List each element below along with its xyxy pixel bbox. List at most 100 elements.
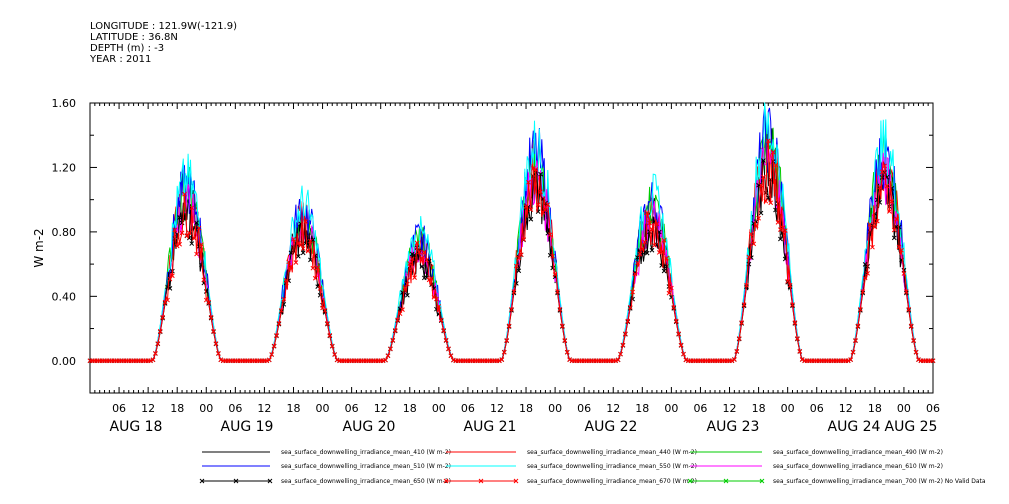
series-lines	[87, 102, 936, 364]
series-marker-7	[887, 209, 892, 214]
series-marker-7	[916, 357, 921, 362]
series-marker-7	[170, 273, 175, 279]
series-marker-7	[274, 333, 279, 338]
series-marker-7	[746, 254, 752, 260]
series-line-6	[90, 158, 933, 362]
series-marker-7	[659, 249, 665, 255]
series-marker-7	[279, 308, 284, 313]
series-marker-7	[295, 241, 301, 246]
x-tick-label: 06	[345, 402, 359, 415]
series-marker-7	[899, 247, 904, 253]
series-line-5	[90, 146, 933, 362]
x-tick-label: 00	[432, 402, 446, 415]
series-marker-7	[676, 331, 682, 337]
y-tick-label: 1.20	[52, 161, 77, 174]
series-marker-7	[431, 294, 437, 300]
series-marker-7	[547, 232, 553, 237]
series-marker-7	[286, 259, 291, 265]
legend-marker-7	[513, 478, 519, 484]
series-marker-7	[765, 138, 771, 144]
series-marker-7	[736, 336, 742, 341]
series-marker-7	[206, 299, 212, 305]
x-tick-label: 00	[548, 402, 562, 415]
series-marker-7	[560, 323, 565, 329]
series-marker-7	[395, 317, 401, 323]
series-marker-7	[877, 184, 883, 190]
x-tick-label: 06	[228, 402, 242, 415]
x-tick-label: 00	[664, 402, 678, 415]
series-marker-7	[751, 241, 757, 247]
series-marker-7	[768, 200, 774, 206]
series-marker-6	[538, 171, 543, 177]
series-marker-7	[388, 346, 393, 352]
series-marker-7	[329, 343, 335, 349]
series-marker-7	[448, 353, 454, 358]
series-marker-7	[792, 320, 798, 326]
series-marker-7	[872, 224, 878, 230]
series-marker-7	[426, 277, 432, 283]
legend-marker-6	[233, 478, 239, 484]
series-marker-7	[649, 227, 655, 232]
x-tick-label: 18	[868, 402, 882, 415]
series-marker-7	[400, 307, 405, 312]
series-marker-7	[794, 336, 800, 341]
series-marker-6	[761, 158, 766, 163]
series-marker-7	[213, 341, 219, 346]
series-marker-7	[903, 289, 909, 294]
series-marker-7	[848, 357, 853, 362]
series-marker-7	[179, 230, 185, 236]
series-marker-7	[681, 351, 686, 357]
series-marker-7	[196, 225, 202, 231]
series-marker-7	[305, 248, 311, 254]
series-marker-7	[424, 257, 430, 263]
series-line-2	[90, 119, 933, 362]
series-marker-7	[150, 357, 156, 363]
series-marker-7	[853, 338, 858, 343]
series-line-7	[90, 140, 933, 362]
series-marker-7	[555, 289, 560, 294]
series-marker-7	[443, 337, 449, 343]
series-marker-7	[770, 149, 776, 155]
series-line-1	[90, 136, 933, 362]
series-marker-7	[201, 277, 207, 283]
legend-label-3: sea_surface_downwelling_irradiance_mean_…	[281, 463, 451, 470]
series-marker-7	[269, 352, 275, 357]
series-marker-7	[501, 349, 507, 355]
x-day-label: AUG 24	[828, 419, 881, 435]
series-marker-7	[860, 289, 866, 294]
series-marker-7	[266, 357, 272, 363]
series-marker-7	[891, 227, 897, 233]
series-marker-7	[208, 314, 214, 320]
series-marker-7	[664, 255, 669, 261]
series-marker-7	[739, 320, 744, 326]
plot-metadata-header: LONGITUDE : 121.9W(-121.9) LATITUDE : 36…	[90, 21, 237, 65]
legend-marker-7	[478, 478, 484, 484]
x-tick-label: 12	[257, 402, 271, 415]
series-marker-7	[564, 349, 570, 355]
series-marker-7	[521, 237, 526, 242]
series-marker-7	[412, 275, 417, 280]
series-marker-7	[271, 343, 277, 349]
series-marker-7	[281, 296, 287, 302]
series-marker-7	[417, 249, 422, 255]
series-marker-7	[552, 272, 558, 277]
series-marker-7	[889, 199, 895, 204]
series-marker-7	[618, 351, 623, 357]
series-marker-7	[637, 251, 643, 257]
x-tick-label: 12	[141, 402, 155, 415]
x-tick-label: 12	[723, 402, 737, 415]
series-marker-7	[414, 240, 420, 246]
series-marker-7	[787, 282, 793, 288]
series-marker-7	[283, 278, 289, 283]
series-marker-7	[315, 265, 321, 271]
legend-label-1: sea_surface_downwelling_irradiance_mean_…	[527, 449, 697, 456]
series-marker-7	[671, 304, 677, 310]
x-tick-label: 00	[199, 402, 213, 415]
series-marker-6	[661, 268, 667, 274]
series-marker-7	[172, 227, 178, 233]
legend-label-4: sea_surface_downwelling_irradiance_mean_…	[527, 463, 697, 470]
x-day-label: AUG 20	[343, 419, 396, 435]
series-marker-7	[753, 223, 759, 229]
series-marker-6	[758, 210, 764, 216]
series-marker-7	[625, 318, 631, 324]
